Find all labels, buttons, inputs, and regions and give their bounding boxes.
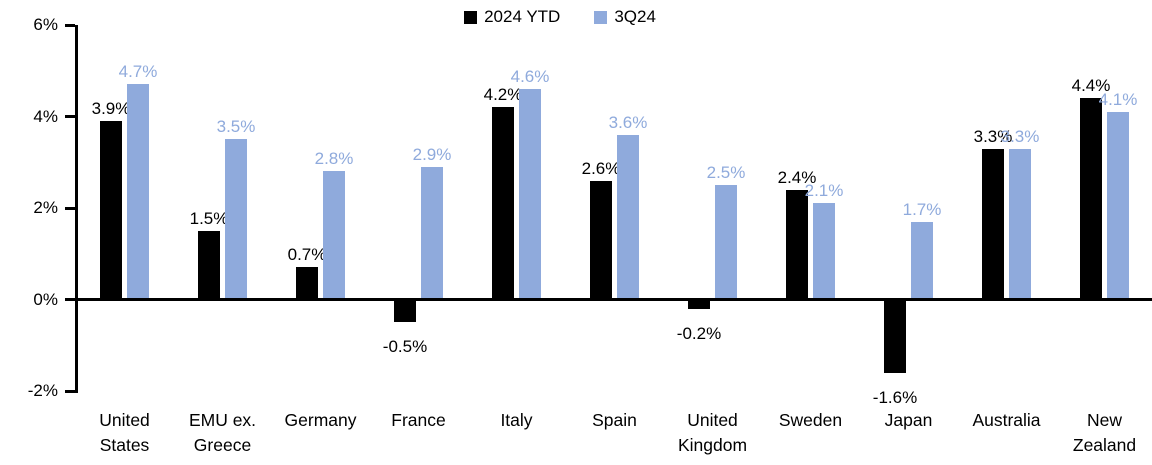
bar-2024ytd-united-kingdom bbox=[688, 299, 710, 309]
legend-label-2024-ytd: 2024 YTD bbox=[484, 7, 561, 26]
bar-3q24-australia bbox=[1009, 148, 1031, 300]
bar-value-label: 3.6% bbox=[608, 112, 648, 132]
bar-value-label: -0.2% bbox=[676, 323, 722, 343]
bar-2024ytd-australia bbox=[982, 148, 1004, 300]
y-axis-tick bbox=[65, 23, 75, 27]
y-tick-label: 6% bbox=[33, 15, 58, 34]
bar-3q24-united-states bbox=[127, 84, 149, 300]
y-tick-label: 4% bbox=[33, 106, 58, 126]
x-category-label: New Zealand bbox=[1072, 410, 1137, 455]
y-tick-label: 0% bbox=[33, 289, 58, 309]
bar-value-label: 2.6% bbox=[581, 158, 621, 178]
bar-value-label: 2.9% bbox=[412, 144, 452, 164]
bar-value-label: 4.6% bbox=[510, 67, 550, 87]
bar-value-label: 2.8% bbox=[314, 149, 354, 169]
bar-3q24-new-zealand bbox=[1107, 111, 1129, 300]
bar-3q24-spain bbox=[617, 134, 639, 300]
x-category-label: Sweden bbox=[778, 410, 843, 430]
bar-value-label: 2.4% bbox=[777, 167, 817, 187]
bar-3q24-united-kingdom bbox=[715, 185, 737, 300]
bar-value-label: 3.9% bbox=[91, 99, 131, 119]
bar-value-label: -0.5% bbox=[382, 337, 428, 357]
bar-value-label: 3.5% bbox=[216, 117, 256, 137]
x-category-label: Japan bbox=[884, 410, 933, 430]
x-category-label: Italy bbox=[500, 410, 533, 430]
bar-value-label: 4.1% bbox=[1098, 89, 1138, 109]
bar-2024ytd-france bbox=[394, 299, 416, 323]
bar-value-label: 3.3% bbox=[1000, 126, 1040, 146]
x-axis-line bbox=[75, 298, 1152, 301]
bar-value-label: 1.7% bbox=[902, 199, 942, 219]
legend-item-3q24: 3Q24 bbox=[594, 7, 656, 27]
bar-3q24-france bbox=[421, 166, 443, 300]
x-category-label: Germany bbox=[284, 410, 357, 430]
y-tick-label: 2% bbox=[33, 198, 58, 217]
bar-value-label: 0.7% bbox=[287, 245, 327, 265]
bar-2024ytd-united-states bbox=[100, 121, 122, 300]
y-axis-tick bbox=[65, 389, 75, 393]
legend-swatch-3q24 bbox=[594, 10, 608, 24]
bar-value-label: 4.7% bbox=[118, 62, 158, 82]
bar-2024ytd-germany bbox=[296, 267, 318, 300]
legend-item-2024-ytd: 2024 YTD bbox=[464, 7, 560, 27]
bar-value-label: 2.1% bbox=[804, 181, 844, 201]
legend: 2024 YTD 3Q24 bbox=[0, 7, 1120, 27]
y-tick-label: -2% bbox=[27, 381, 58, 400]
y-axis-tick bbox=[65, 115, 75, 118]
bar-2024ytd-japan bbox=[884, 299, 906, 373]
bar-3q24-japan bbox=[911, 221, 933, 300]
x-category-label: EMU ex. Greece bbox=[188, 410, 257, 455]
legend-swatch-2024-ytd bbox=[464, 10, 478, 24]
x-category-label: United Kingdom bbox=[677, 410, 748, 455]
x-category-label: United States bbox=[99, 410, 150, 455]
bar-value-label: 2.5% bbox=[706, 163, 746, 183]
bar-2024ytd-new-zealand bbox=[1080, 98, 1102, 300]
y-axis-tick bbox=[65, 206, 75, 210]
bar-3q24-sweden bbox=[813, 203, 835, 300]
bar-value-label: 4.4% bbox=[1071, 76, 1111, 96]
bar-2024ytd-emu-ex-greece bbox=[198, 230, 220, 300]
bar-value-label: 4.2% bbox=[483, 85, 523, 105]
y-axis-line bbox=[75, 25, 78, 393]
legend-label-3q24: 3Q24 bbox=[614, 7, 656, 26]
bar-3q24-emu-ex-greece bbox=[225, 139, 247, 300]
bar-3q24-italy bbox=[519, 89, 541, 300]
bar-value-label: 1.5% bbox=[189, 208, 229, 228]
bar-3q24-germany bbox=[323, 171, 345, 300]
bar-value-label: 3.3% bbox=[973, 126, 1013, 146]
y-axis-tick bbox=[65, 298, 75, 301]
bar-2024ytd-sweden bbox=[786, 189, 808, 300]
bar-value-label: -1.6% bbox=[872, 387, 918, 407]
x-category-label: Spain bbox=[592, 410, 637, 430]
x-category-label: France bbox=[391, 410, 446, 430]
bar-2024ytd-spain bbox=[590, 180, 612, 300]
bar-2024ytd-italy bbox=[492, 107, 514, 300]
x-category-label: Australia bbox=[972, 410, 1041, 430]
